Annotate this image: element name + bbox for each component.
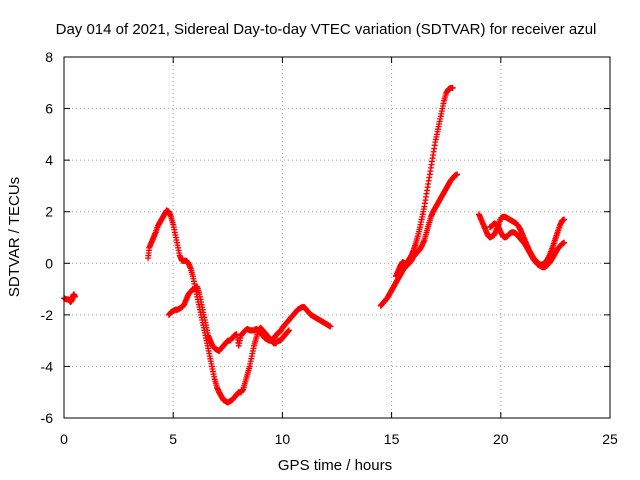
y-tick-label: -2 <box>41 307 54 323</box>
series-1 <box>145 207 292 406</box>
data-point <box>327 323 334 330</box>
data-point <box>71 293 78 300</box>
y-tick-label: 6 <box>45 101 53 117</box>
y-tick-label: -6 <box>41 410 54 426</box>
y-tick-label: 0 <box>45 255 53 271</box>
grid-lines <box>64 57 610 418</box>
series-4 <box>392 171 461 280</box>
plot-frame <box>63 56 611 419</box>
data-point <box>285 327 292 334</box>
y-tick-label: 2 <box>45 204 53 220</box>
data-point <box>449 84 456 91</box>
y-tick-label: 8 <box>45 49 53 65</box>
series-3 <box>377 84 456 309</box>
series-0 <box>61 291 78 305</box>
data-points <box>61 84 568 406</box>
x-tick-label: 10 <box>275 431 291 447</box>
x-tick-label: 5 <box>169 431 177 447</box>
y-tick-label: 4 <box>45 152 53 168</box>
chart-title: Day 014 of 2021, Sidereal Day-to-day VTE… <box>56 21 597 38</box>
data-point <box>561 216 568 223</box>
y-axis-label: SDTVAR / TECUs <box>6 177 23 297</box>
series-2 <box>165 283 334 354</box>
data-point <box>561 239 568 246</box>
x-tick-label: 0 <box>60 431 68 447</box>
y-tick-label: -4 <box>41 358 54 374</box>
x-tick-label: 20 <box>493 431 509 447</box>
axis-ticks <box>63 56 611 419</box>
x-tick-label: 15 <box>384 431 400 447</box>
tick-labels: 0 5 10 15 20 25 -6 -4 -2 0 2 4 6 8 <box>41 49 618 447</box>
series-6 <box>486 220 568 271</box>
x-axis-label: GPS time / hours <box>278 457 392 474</box>
x-tick-label: 25 <box>602 431 618 447</box>
data-point <box>454 171 461 178</box>
